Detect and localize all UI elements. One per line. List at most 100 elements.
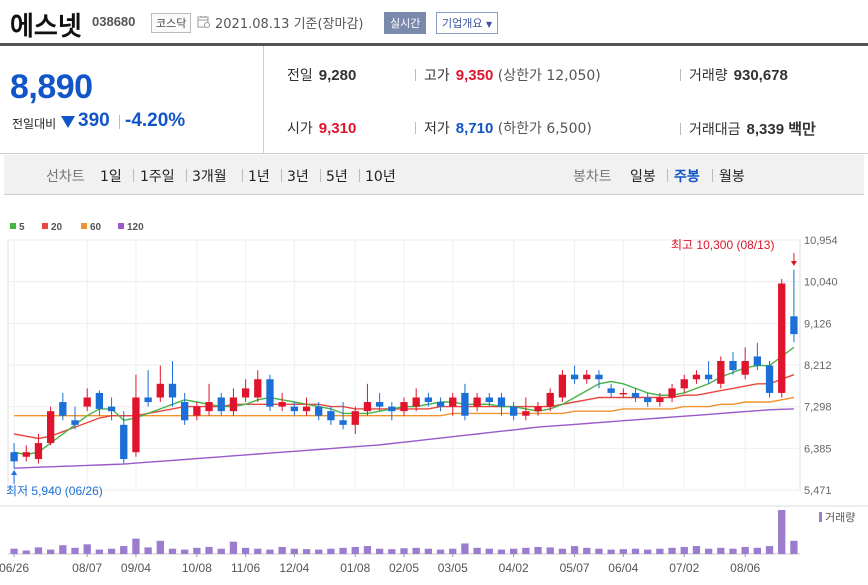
candle-body bbox=[266, 379, 274, 407]
volume-legend-label: 거래량 bbox=[825, 511, 855, 524]
volume-bar bbox=[266, 549, 274, 554]
high-cell: 고가 9,350 (상한가 12,050) bbox=[415, 65, 601, 85]
candle-body bbox=[595, 374, 603, 380]
candle-body bbox=[83, 397, 91, 407]
volume-bar bbox=[680, 546, 688, 554]
candle-body bbox=[704, 374, 713, 380]
divider bbox=[415, 69, 416, 81]
volume-bar bbox=[107, 548, 116, 554]
market-badge: 코스닥 bbox=[151, 13, 192, 33]
candle-body bbox=[156, 383, 164, 398]
candle-daily[interactable]: 일봉 bbox=[630, 169, 656, 185]
period-3m[interactable]: 3개월 bbox=[192, 169, 227, 185]
stock-name: 에스넷 bbox=[10, 12, 82, 42]
x-tick-label: 08/07 bbox=[72, 561, 102, 575]
upper-limit: (상한가 12,050) bbox=[497, 68, 601, 84]
volume-bar bbox=[400, 548, 408, 554]
volume-bar bbox=[193, 547, 201, 554]
volume-bar bbox=[619, 549, 627, 554]
candle-body bbox=[95, 392, 104, 409]
amount-value: 8,339 백만 bbox=[746, 121, 816, 138]
x-tick-label: 01/08 bbox=[340, 561, 370, 575]
period-10y[interactable]: 10년 bbox=[365, 169, 396, 185]
candle-body bbox=[790, 316, 798, 335]
volume-bar bbox=[144, 547, 152, 554]
realtime-button[interactable]: 실시간 bbox=[384, 12, 427, 34]
volume-bar bbox=[765, 546, 774, 554]
candle-body bbox=[461, 392, 469, 416]
x-tick-label: 05/07 bbox=[560, 561, 590, 575]
candle-body bbox=[436, 402, 445, 407]
candle-body bbox=[765, 365, 774, 393]
x-tick-label: 12/04 bbox=[279, 561, 309, 575]
candle-body bbox=[339, 420, 347, 425]
candle-body bbox=[510, 406, 518, 416]
volume-bar bbox=[607, 549, 615, 554]
candle-body bbox=[570, 374, 579, 380]
volume-bar bbox=[375, 548, 384, 554]
period-1w[interactable]: 1주일 bbox=[140, 169, 175, 185]
candle-body bbox=[107, 406, 116, 412]
period-1d[interactable]: 1일 bbox=[100, 169, 122, 185]
volume-bar bbox=[461, 543, 469, 554]
candle-body bbox=[144, 397, 152, 403]
volume-bar bbox=[546, 547, 554, 554]
high-value: 9,350 bbox=[455, 67, 494, 84]
x-tick-label: 06/04 bbox=[608, 561, 638, 575]
prev-close-label: 전일 bbox=[287, 68, 313, 84]
y-tick-label: 6,385 bbox=[804, 443, 832, 455]
volume-label: 거래량 bbox=[689, 68, 728, 84]
period-bar: 선차트 1일 1주일 3개월 1년 3년 5년 10년 봉차트 일봉 주봉 월봉 bbox=[4, 155, 864, 195]
amount-label: 거래대금 bbox=[689, 122, 741, 138]
candle-body bbox=[534, 406, 542, 412]
volume-bar bbox=[59, 545, 67, 554]
high-annotation: 최고 10,300 (08/13) bbox=[671, 238, 774, 252]
legend-label: 5 bbox=[19, 222, 25, 233]
volume-bar bbox=[302, 549, 311, 554]
volume-bar bbox=[522, 547, 530, 554]
volume-bar bbox=[497, 549, 506, 554]
candle-body bbox=[424, 397, 433, 403]
divider bbox=[186, 169, 187, 182]
candle-body bbox=[583, 374, 591, 380]
ma120-line bbox=[14, 408, 794, 469]
period-1y[interactable]: 1년 bbox=[248, 169, 270, 185]
low-cell: 저가 8,710 (하한가 6,500) bbox=[415, 118, 592, 138]
candle-body bbox=[22, 452, 30, 457]
open-cell: 시가 9,310 bbox=[287, 118, 356, 138]
volume-bar bbox=[595, 548, 603, 554]
volume-bar bbox=[34, 547, 43, 554]
volume-bar bbox=[412, 547, 420, 554]
volume-bar bbox=[120, 546, 128, 554]
x-tick-label: 04/02 bbox=[499, 561, 529, 575]
volume-bar bbox=[449, 548, 457, 554]
title-bar: 에스넷 038680 코스닥 2021.08.13 기준(장마감) 실시간 기업… bbox=[0, 0, 868, 46]
volume-bar bbox=[753, 547, 762, 554]
change-rate: -4.20% bbox=[125, 110, 186, 131]
base-date: 2021.08.13 기준(장마감) bbox=[215, 17, 364, 32]
volume-bar bbox=[570, 546, 579, 554]
divider bbox=[359, 169, 360, 182]
volume-bar bbox=[290, 548, 298, 554]
candle-weekly[interactable]: 주봉 bbox=[674, 169, 700, 185]
low-value: 8,710 bbox=[455, 120, 494, 137]
volume-bar bbox=[741, 546, 749, 554]
calendar-icon bbox=[197, 16, 210, 28]
period-3y[interactable]: 3년 bbox=[287, 169, 309, 185]
company-overview-label: 기업개요 bbox=[442, 17, 483, 30]
y-tick-label: 8,212 bbox=[804, 360, 832, 372]
candle-monthly[interactable]: 월봉 bbox=[719, 169, 745, 185]
volume-legend-swatch bbox=[819, 512, 822, 522]
company-overview-button[interactable]: 기업개요 ▼ bbox=[436, 12, 499, 34]
candle-body bbox=[132, 397, 140, 453]
divider bbox=[242, 169, 243, 182]
volume-bar bbox=[241, 547, 250, 554]
volume-bar bbox=[485, 548, 493, 554]
volume-bar bbox=[10, 548, 18, 554]
candle-body bbox=[388, 406, 396, 412]
period-5y[interactable]: 5년 bbox=[326, 169, 348, 185]
candle-body bbox=[473, 397, 481, 407]
legend-swatch bbox=[81, 223, 87, 229]
volume-bar bbox=[83, 544, 91, 554]
volume-bar bbox=[71, 547, 79, 554]
